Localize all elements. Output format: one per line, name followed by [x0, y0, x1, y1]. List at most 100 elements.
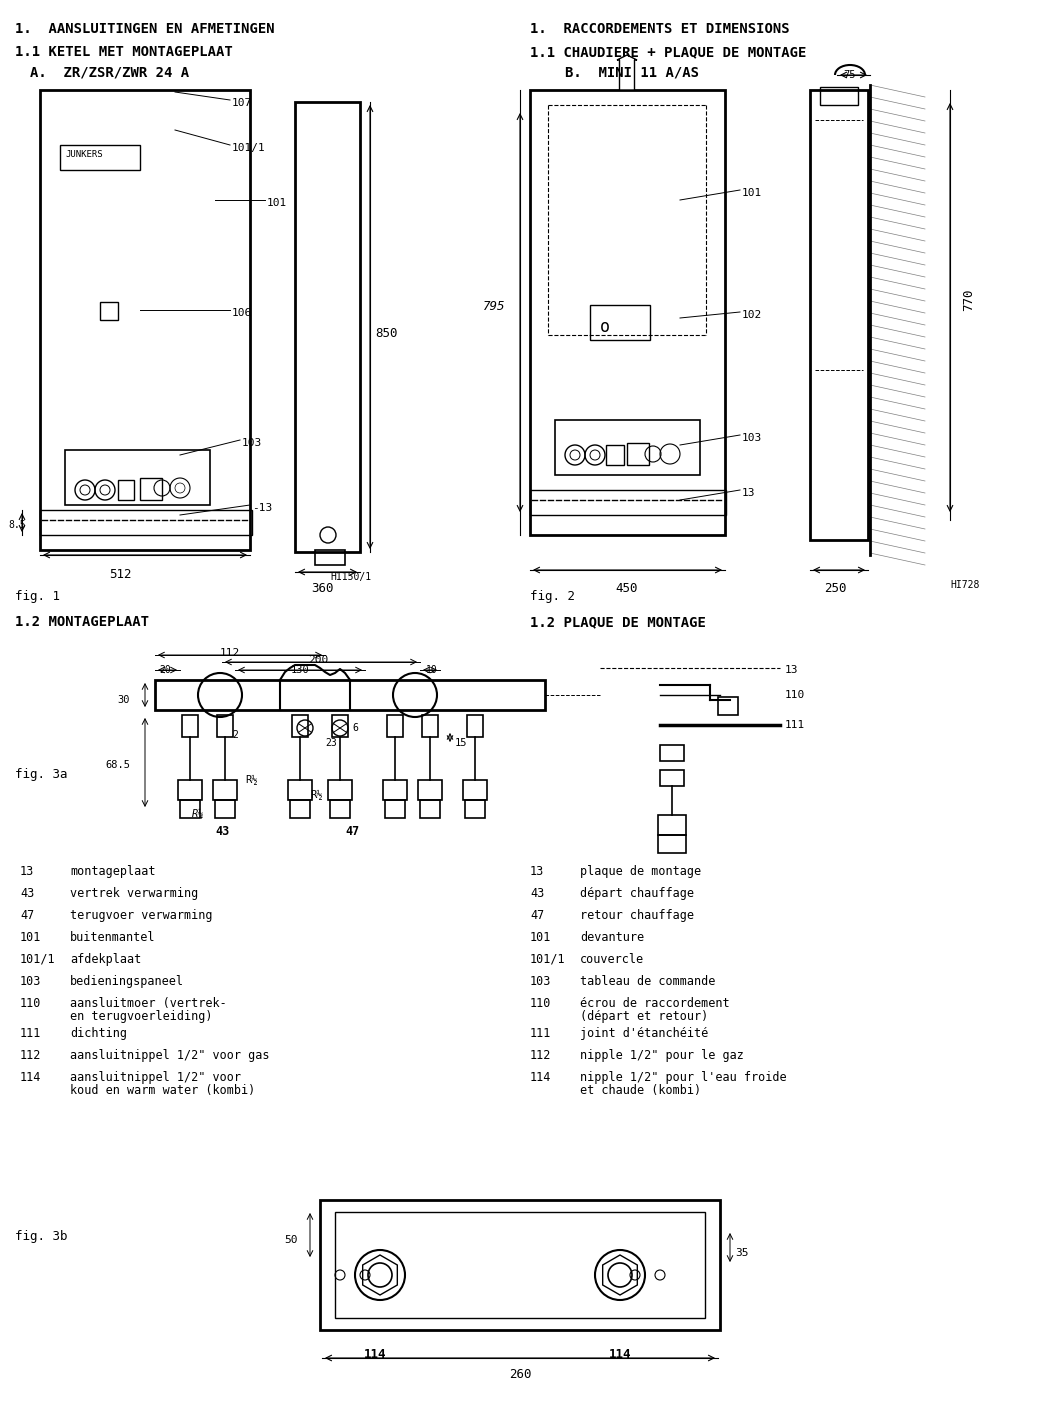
Bar — [178, 780, 202, 800]
Bar — [180, 800, 200, 818]
Text: dichting: dichting — [70, 1027, 127, 1039]
Text: 101: 101 — [530, 932, 551, 944]
Text: 30: 30 — [117, 695, 130, 705]
Text: 101/1: 101/1 — [530, 953, 566, 966]
Bar — [718, 698, 738, 715]
Text: 110: 110 — [20, 997, 41, 1010]
Text: couvercle: couvercle — [580, 953, 645, 966]
Text: devanture: devanture — [580, 932, 645, 944]
Text: 1.1 CHAUDIERE + PLAQUE DE MONTAGE: 1.1 CHAUDIERE + PLAQUE DE MONTAGE — [530, 45, 806, 60]
Text: R½: R½ — [245, 776, 258, 786]
Text: 260: 260 — [508, 1368, 531, 1381]
Text: 107: 107 — [232, 98, 253, 108]
Bar — [420, 800, 440, 818]
Text: 47: 47 — [530, 909, 544, 922]
Text: 2: 2 — [232, 730, 238, 740]
Bar — [335, 1212, 705, 1317]
Bar — [467, 715, 483, 737]
Bar — [140, 478, 162, 501]
Text: 8.5: 8.5 — [8, 520, 25, 530]
Bar — [40, 89, 250, 550]
Text: nipple 1/2" pour l'eau froide: nipple 1/2" pour l'eau froide — [580, 1071, 787, 1083]
Text: 770: 770 — [962, 289, 975, 311]
Text: R½: R½ — [310, 790, 323, 800]
Text: 1.2 MONTAGEPLAAT: 1.2 MONTAGEPLAAT — [15, 615, 149, 630]
Text: 13: 13 — [742, 488, 756, 498]
Text: 23: 23 — [325, 737, 336, 749]
Bar — [100, 302, 118, 320]
Text: 112: 112 — [20, 1049, 41, 1062]
Text: nipple 1/2" pour le gaz: nipple 1/2" pour le gaz — [580, 1049, 744, 1062]
Text: B.  MINI 11 A/AS: B. MINI 11 A/AS — [565, 65, 699, 79]
Bar — [292, 715, 308, 737]
Text: aansluitnippel 1/2" voor gas: aansluitnippel 1/2" voor gas — [70, 1049, 269, 1062]
Bar — [810, 89, 868, 540]
Bar — [590, 305, 650, 340]
Text: 13: 13 — [530, 865, 544, 878]
Text: 103: 103 — [742, 432, 762, 442]
Text: 450: 450 — [616, 581, 638, 596]
Text: R¼: R¼ — [192, 808, 204, 818]
Bar — [465, 800, 485, 818]
Text: 360: 360 — [311, 581, 333, 596]
Bar — [463, 780, 487, 800]
Text: 1.  RACCORDEMENTS ET DIMENSIONS: 1. RACCORDEMENTS ET DIMENSIONS — [530, 23, 789, 35]
Text: 47: 47 — [20, 909, 35, 922]
Text: 43: 43 — [20, 888, 35, 900]
Text: et chaude (kombi): et chaude (kombi) — [580, 1083, 701, 1098]
Text: 50: 50 — [284, 1235, 298, 1245]
Text: 512: 512 — [109, 569, 131, 581]
Text: JUNKERS: JUNKERS — [65, 150, 103, 159]
Text: 102: 102 — [742, 311, 762, 320]
Text: 47: 47 — [345, 825, 359, 838]
Text: (départ et retour): (départ et retour) — [580, 1010, 708, 1022]
Text: 68.5: 68.5 — [105, 760, 130, 770]
Text: 15: 15 — [455, 737, 467, 749]
Text: 130: 130 — [290, 665, 309, 675]
Text: 111: 111 — [530, 1027, 551, 1039]
Bar — [182, 715, 198, 737]
Text: 43: 43 — [530, 888, 544, 900]
Text: 13: 13 — [20, 865, 35, 878]
Bar — [820, 86, 858, 105]
Text: 1.  AANSLUITINGEN EN AFMETINGEN: 1. AANSLUITINGEN EN AFMETINGEN — [15, 23, 275, 35]
Bar — [40, 510, 252, 535]
Text: 112: 112 — [220, 648, 240, 658]
Text: A.  ZR/ZSR/ZWR 24 A: A. ZR/ZSR/ZWR 24 A — [30, 65, 189, 79]
Text: 103: 103 — [530, 976, 551, 988]
Bar — [660, 744, 684, 761]
Text: 200: 200 — [308, 655, 328, 665]
Text: 103: 103 — [242, 438, 262, 448]
Text: 101/1: 101/1 — [232, 143, 266, 153]
Text: aansluitmoer (vertrek-: aansluitmoer (vertrek- — [70, 997, 226, 1010]
Bar — [294, 102, 361, 552]
Text: 850: 850 — [375, 328, 397, 340]
Text: 106: 106 — [232, 308, 253, 318]
Text: buitenmantel: buitenmantel — [70, 932, 155, 944]
Text: 1.1 KETEL MET MONTAGEPLAAT: 1.1 KETEL MET MONTAGEPLAAT — [15, 45, 233, 60]
Text: plaque de montage: plaque de montage — [580, 865, 701, 878]
Bar — [213, 780, 237, 800]
Bar — [555, 420, 700, 475]
Text: 101: 101 — [20, 932, 41, 944]
Text: koud en warm water (kombi): koud en warm water (kombi) — [70, 1083, 256, 1098]
Text: 110: 110 — [785, 691, 805, 700]
Bar — [290, 800, 310, 818]
Text: 114: 114 — [20, 1071, 41, 1083]
Bar — [418, 780, 442, 800]
Text: 13: 13 — [785, 665, 799, 675]
Bar — [387, 715, 403, 737]
Text: 20: 20 — [159, 665, 171, 675]
Bar — [320, 1200, 720, 1330]
Text: 35: 35 — [735, 1248, 748, 1258]
Text: 250: 250 — [824, 581, 846, 596]
Text: fig. 2: fig. 2 — [530, 590, 575, 603]
Text: H1150/1: H1150/1 — [330, 571, 371, 581]
FancyArrow shape — [617, 55, 637, 89]
Text: o: o — [601, 318, 610, 336]
Text: 101/1: 101/1 — [20, 953, 56, 966]
Bar — [215, 800, 235, 818]
Text: montageplaat: montageplaat — [70, 865, 155, 878]
Text: joint d'étanchéité: joint d'étanchéité — [580, 1027, 708, 1039]
Bar — [606, 445, 624, 465]
